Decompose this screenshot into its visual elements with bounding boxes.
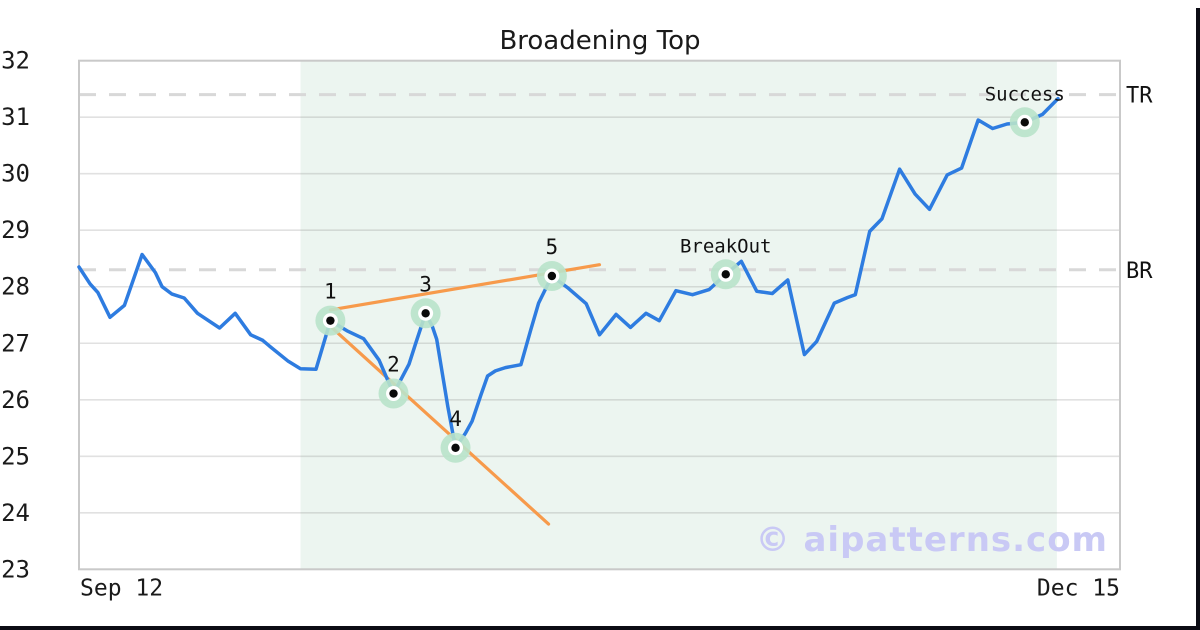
marker-label-4: 4 [449, 407, 462, 431]
y-tick-label: 27 [1, 329, 30, 357]
y-tick-label: 29 [1, 216, 30, 244]
marker-label-success: Success [985, 83, 1065, 105]
y-tick-label: 26 [1, 386, 30, 414]
frame-shadow-bottom [0, 626, 1200, 630]
chart-title: Broadening Top [499, 26, 701, 56]
y-tick-label: 30 [1, 160, 30, 188]
marker-dot-success [1020, 118, 1029, 127]
marker-label-1: 1 [324, 280, 337, 304]
marker-dot-5 [547, 271, 557, 281]
marker-dot-3 [421, 309, 430, 318]
level-label-tr: TR [1126, 84, 1153, 109]
marker-label-2: 2 [387, 353, 400, 377]
y-tick-label: 32 [1, 47, 30, 75]
frame-shadow-right [1196, 8, 1200, 630]
x-tick-label-sep-12: Sep 12 [80, 575, 163, 601]
y-tick-label: 25 [1, 442, 30, 470]
y-tick-label: 28 [1, 273, 30, 301]
price-line [77, 96, 1060, 450]
watermark: © aipatterns.com [755, 520, 1108, 560]
marker-label-3: 3 [419, 272, 432, 296]
marker-dot-breakout [721, 270, 730, 279]
plot-border [78, 59, 1121, 571]
marker-dot-4 [451, 443, 460, 453]
x-tick-label-dec-15: Dec 15 [1037, 575, 1120, 601]
trendline-lower [328, 324, 551, 526]
marker-dot-1 [326, 316, 335, 325]
level-label-br: BR [1126, 259, 1153, 284]
marker-label-breakout: BreakOut [680, 235, 772, 257]
y-tick-label: 31 [1, 103, 30, 131]
marker-dot-2 [389, 389, 398, 398]
y-tick-label: 24 [1, 499, 30, 527]
marker-label-5: 5 [546, 235, 559, 259]
y-tick-label: 23 [1, 555, 30, 583]
